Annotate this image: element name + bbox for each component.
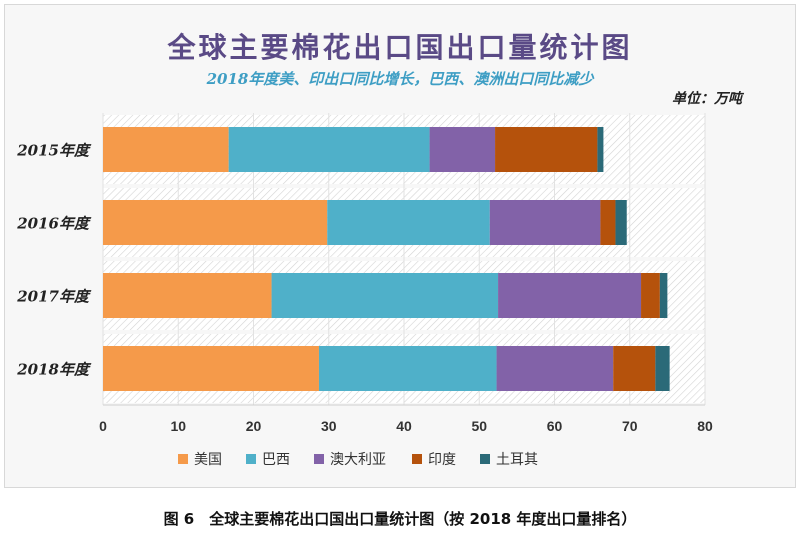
bar-segment <box>655 346 670 391</box>
bar-segment <box>103 127 229 172</box>
x-tick-label: 10 <box>170 418 186 434</box>
legend-swatch <box>246 454 256 464</box>
bar-segment <box>613 346 656 391</box>
bar-segment <box>429 127 496 172</box>
legend-swatch <box>480 454 490 464</box>
bar-segment <box>103 200 328 245</box>
chart-subtitle: 2018年度美、印出口同比增长，巴西、澳洲出口同比减少 <box>206 70 594 88</box>
bar-segment <box>597 127 604 172</box>
x-tick-label: 50 <box>471 418 487 434</box>
legend-swatch <box>412 454 422 464</box>
x-tick-label: 0 <box>99 418 107 434</box>
x-tick-label: 20 <box>246 418 262 434</box>
bar-segment <box>615 200 627 245</box>
category-label: 2016年度 <box>16 215 92 233</box>
legend-swatch <box>314 454 324 464</box>
chart-title: 全球主要棉花出口国出口量统计图 <box>167 31 633 64</box>
legend-label: 美国 <box>194 452 222 468</box>
bar-segment <box>103 346 319 391</box>
bar-segment <box>228 127 430 172</box>
category-label: 2017年度 <box>16 288 92 306</box>
bar-segment <box>489 200 601 245</box>
bar-segment <box>600 200 616 245</box>
figure-caption: 图 6 全球主要棉花出口国出口量统计图（按 2018 年度出口量排名） <box>163 510 637 528</box>
x-tick-label: 40 <box>396 418 412 434</box>
x-tick-label: 80 <box>697 418 713 434</box>
unit-label: 单位：万吨 <box>672 91 742 107</box>
legend-swatch <box>178 454 188 464</box>
bar-segment <box>271 273 499 318</box>
x-tick-label: 30 <box>321 418 337 434</box>
x-tick-label: 70 <box>622 418 638 434</box>
bar-segment <box>327 200 490 245</box>
bar-segment <box>659 273 668 318</box>
bar-segment <box>498 273 642 318</box>
x-tick-label: 60 <box>547 418 563 434</box>
bar-segment <box>318 346 497 391</box>
legend-label: 巴西 <box>262 452 290 468</box>
category-label: 2015年度 <box>16 142 92 160</box>
legend-label: 土耳其 <box>496 452 538 468</box>
bar-segment <box>641 273 660 318</box>
category-label: 2018年度 <box>16 361 92 379</box>
legend-label: 印度 <box>428 452 456 468</box>
bar-segment <box>496 346 614 391</box>
bar-segment <box>495 127 598 172</box>
bar-segment <box>103 273 272 318</box>
legend-label: 澳大利亚 <box>330 452 386 468</box>
